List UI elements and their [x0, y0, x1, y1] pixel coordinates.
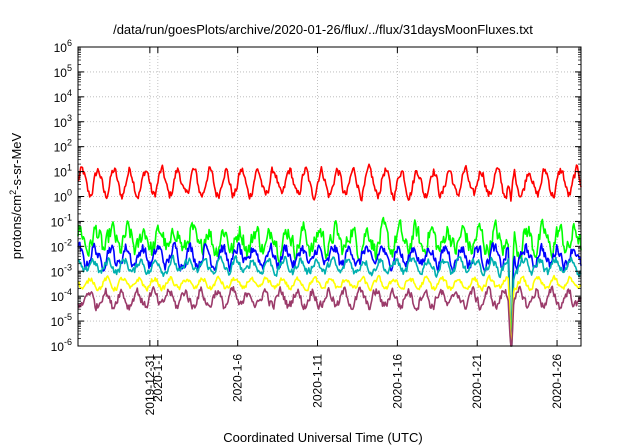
y-tick-label: 106 — [54, 38, 72, 55]
series-line-4 — [77, 254, 582, 347]
y-tick-label: 103 — [54, 113, 72, 130]
y-axis-label-main: protons/cm — [9, 195, 24, 259]
series-line-6 — [77, 285, 582, 347]
x-tick-label: 2020-1-21 — [470, 354, 484, 409]
series-line-3 — [77, 241, 582, 347]
y-tick-label: 10-2 — [51, 237, 72, 254]
series-line-2 — [77, 216, 582, 344]
chart-title: /data/run/goesPlots/archive/2020-01-26/f… — [113, 22, 533, 37]
y-tick-label: 100 — [54, 188, 72, 205]
y-axis-label-sup: 2 — [8, 190, 18, 195]
x-tick-label: 2020-1-16 — [390, 354, 404, 409]
x-axis-label: Coordinated Universal Time (UTC) — [223, 430, 422, 445]
y-axis: 10-6 10-5 10-4 10-3 10-2 10-1 100 101 102 103 104 1… — [51, 38, 581, 354]
series-group — [77, 163, 582, 347]
y-axis-label-rest: -s-sr-MeV — [9, 132, 24, 189]
y-tick-label: 101 — [54, 163, 72, 180]
y-tick-label: 104 — [54, 88, 72, 105]
x-tick-label: 2020-1-6 — [231, 354, 245, 402]
y-tick-label: 10-1 — [51, 212, 72, 229]
series-line-1 — [77, 163, 582, 202]
x-tick-label: 2020-1-11 — [311, 354, 325, 408]
y-tick-label: 105 — [54, 63, 72, 80]
y-tick-label: 10-3 — [51, 262, 72, 279]
y-tick-label: 10-5 — [51, 312, 72, 329]
x-tick-label: 2019-12-31 — [143, 354, 157, 416]
y-tick-label: 102 — [54, 138, 72, 155]
x-tick-label: 2020-1-1 — [151, 354, 165, 402]
y-tick-label: 10-4 — [51, 287, 72, 304]
series-line-5 — [77, 274, 582, 347]
y-axis-label: protons/cm2-s-sr-MeV — [8, 132, 24, 259]
x-tick-label: 2020-1-26 — [550, 354, 564, 409]
y-tick-label: 10-6 — [51, 337, 72, 354]
